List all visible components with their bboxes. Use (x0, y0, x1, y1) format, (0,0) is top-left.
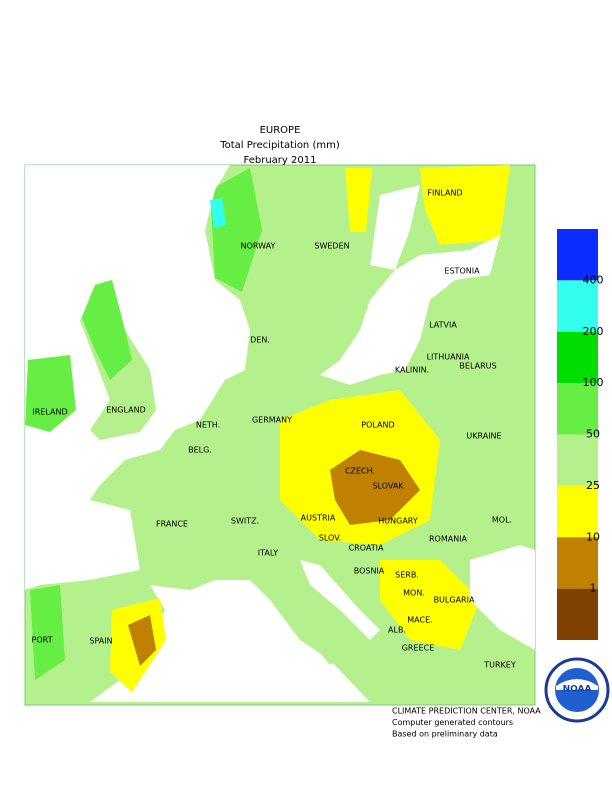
country-label: FINLAND (427, 189, 462, 198)
legend-swatch (557, 280, 598, 332)
credits: CLIMATE PREDICTION CENTER, NOAA Computer … (392, 707, 541, 739)
legend-label: 200 (583, 325, 604, 338)
country-label: BELARUS (459, 362, 496, 371)
legend-swatch (557, 229, 598, 281)
country-label: SLOVAK (372, 482, 404, 491)
land (255, 545, 347, 665)
country-label: HUNGARY (378, 517, 418, 526)
country-label: TURKEY (483, 661, 516, 670)
title-line: EUROPE (260, 125, 301, 136)
legend-label: 1 (590, 582, 597, 595)
very-dry-area (330, 450, 420, 525)
legend-label: 10 (586, 530, 600, 543)
country-label: ITALY (258, 549, 278, 558)
country-label: BULGARIA (434, 596, 475, 605)
legend-swatch (557, 588, 598, 640)
sea (320, 235, 500, 385)
legend-swatch (557, 383, 598, 435)
country-labels: FINLAND NORWAY SWEDEN ESTONIA LATVIA LITHUANI… (32, 189, 516, 670)
country-label: SLOV. (319, 534, 341, 543)
country-label: LATVIA (429, 321, 457, 330)
very-dry-area (128, 615, 156, 666)
country-label: POLAND (361, 421, 394, 430)
country-label: GERMANY (252, 416, 292, 425)
sea (90, 580, 370, 702)
country-label: NETH. (196, 421, 220, 430)
credit-line: Based on preliminary data (392, 730, 498, 739)
map (24, 164, 536, 706)
country-label: BOSNIA (354, 567, 385, 576)
country-label: NORWAY (241, 242, 276, 251)
country-label: MOL. (492, 516, 512, 525)
country-label: UKRAINE (466, 432, 501, 441)
logo: NOAA (544, 657, 610, 723)
sea (370, 185, 420, 270)
wet-area (210, 168, 262, 292)
dry-area (380, 560, 480, 650)
wet-area (30, 585, 65, 680)
country-label: IRELAND (32, 408, 67, 417)
credit-line: Computer generated contours (392, 718, 513, 727)
country-label: AUSTRIA (301, 514, 336, 523)
dry-area (345, 168, 372, 232)
dry-area (420, 165, 510, 245)
country-label: GREECE (402, 644, 435, 653)
legend-swatch (557, 485, 598, 538)
title-line: Total Precipitation (mm) (219, 140, 340, 151)
logo-text: NOAA (563, 685, 592, 695)
legend-swatch (557, 331, 598, 384)
sea (300, 560, 380, 640)
wet-area (25, 355, 76, 432)
country-label: KALININ. (395, 366, 429, 375)
logo-bird (556, 679, 598, 690)
country-label: PORT (32, 636, 53, 645)
country-label: MON. (403, 589, 425, 598)
legend-swatch (557, 434, 598, 486)
country-label: CROATIA (349, 544, 384, 553)
very-wet-area (210, 198, 226, 228)
country-label: ALB. (388, 626, 406, 635)
legend-label: 400 (583, 273, 604, 286)
country-label: MACE. (407, 616, 432, 625)
country-label: SERB. (395, 571, 419, 580)
country-label: CZECH. (345, 467, 375, 476)
wet-area (82, 280, 132, 380)
country-label: BELG. (188, 446, 212, 455)
title: EUROPE Total Precipitation (mm) February 2… (219, 125, 340, 166)
sea (470, 545, 535, 650)
country-label: DEN. (250, 336, 270, 345)
country-label: SPAIN (89, 637, 112, 646)
country-label: SWITZ. (231, 517, 259, 526)
country-label: SWEDEN (314, 242, 349, 251)
country-label: ESTONIA (444, 267, 480, 276)
country-label: FRANCE (156, 520, 188, 529)
legend: 400 200 100 50 25 10 1 (557, 229, 604, 640)
title-line: February 2011 (244, 155, 317, 166)
legend-label: 50 (586, 428, 600, 441)
credit-line: CLIMATE PREDICTION CENTER, NOAA (392, 707, 541, 716)
legend-label: 25 (586, 479, 600, 492)
legend-swatch (557, 537, 598, 589)
legend-label: 100 (583, 376, 604, 389)
country-label: LITHUANIA (427, 353, 470, 362)
country-label: ROMANIA (429, 535, 468, 544)
country-label: ENGLAND (106, 406, 146, 415)
